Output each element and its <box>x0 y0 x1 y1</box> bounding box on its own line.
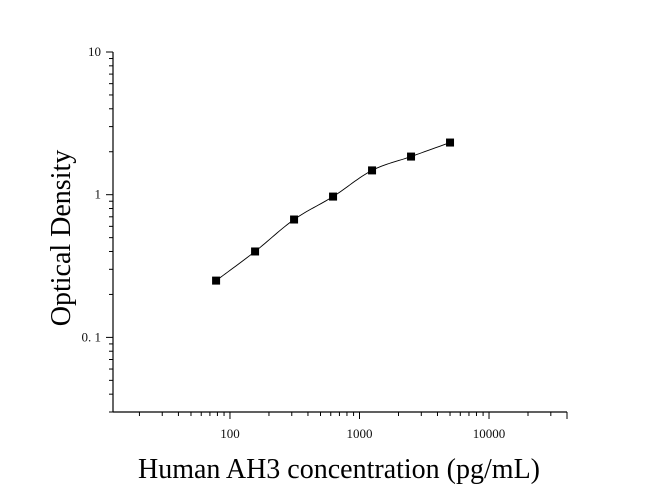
tick-labels: 100 1000 10000 0. 1 1 10 <box>82 44 506 441</box>
y-tick-label: 1 <box>95 187 102 202</box>
data-point <box>290 215 299 224</box>
data-point <box>407 152 416 161</box>
x-tick-label: 10000 <box>473 426 506 441</box>
axes <box>112 52 567 413</box>
data-points <box>212 138 455 285</box>
ticks <box>106 51 568 419</box>
data-point <box>212 276 221 285</box>
data-point <box>329 192 338 201</box>
x-axis-title: Human AH3 concentration (pg/mL) <box>138 454 540 485</box>
data-point <box>368 166 377 175</box>
fit-curve <box>215 142 451 281</box>
y-tick-label: 0. 1 <box>82 329 102 344</box>
data-point <box>251 247 260 256</box>
data-point <box>446 138 455 147</box>
x-tick-label: 1000 <box>346 426 372 441</box>
x-tick-label: 100 <box>220 426 240 441</box>
y-tick-label: 10 <box>88 44 101 59</box>
y-axis-title: Optical Density <box>46 150 77 327</box>
fit-curve-group <box>215 142 451 281</box>
